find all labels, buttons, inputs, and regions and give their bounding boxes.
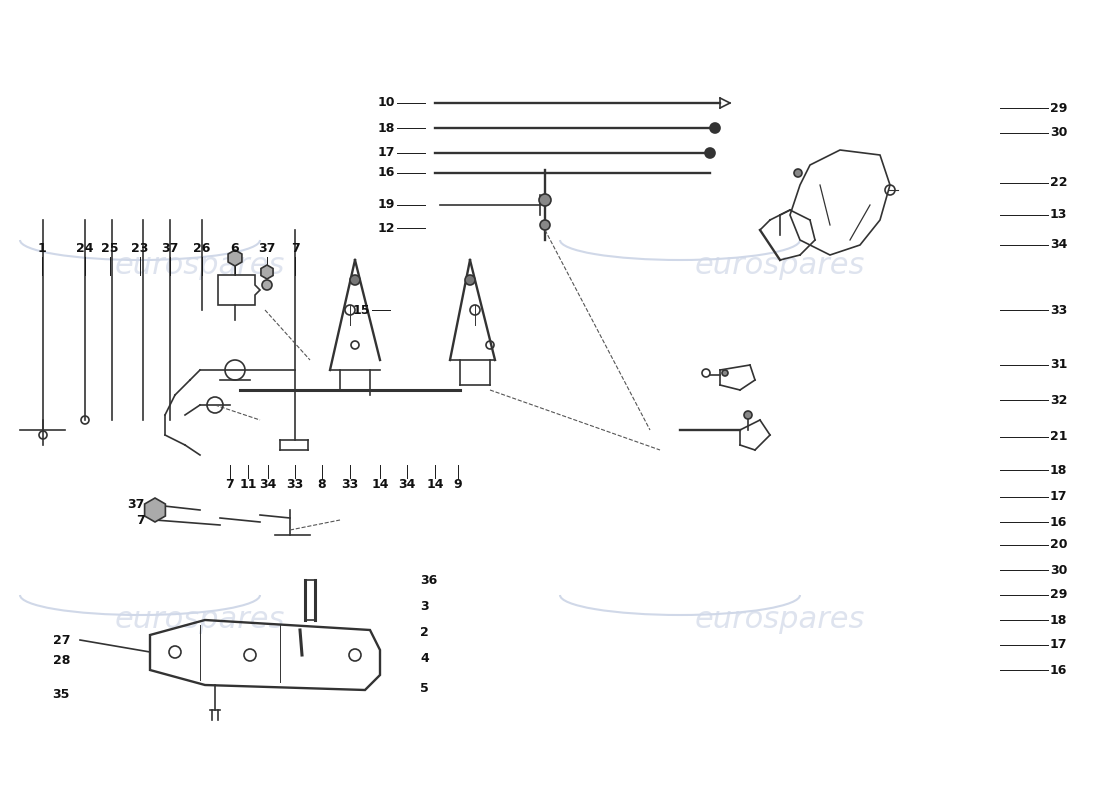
Text: 10: 10 xyxy=(377,97,395,110)
Text: 12: 12 xyxy=(377,222,395,234)
Circle shape xyxy=(710,123,720,133)
Text: 27: 27 xyxy=(53,634,70,646)
Text: 33: 33 xyxy=(1050,303,1067,317)
Circle shape xyxy=(794,169,802,177)
Text: eurospares: eurospares xyxy=(114,606,285,634)
Circle shape xyxy=(744,411,752,419)
Text: 7: 7 xyxy=(290,242,299,255)
Text: 35: 35 xyxy=(53,689,70,702)
Text: 18: 18 xyxy=(1050,614,1067,626)
Text: 17: 17 xyxy=(1050,638,1067,651)
Text: 23: 23 xyxy=(131,242,149,255)
Text: 33: 33 xyxy=(286,478,304,491)
Text: 16: 16 xyxy=(1050,663,1067,677)
Text: 14: 14 xyxy=(427,478,443,491)
Text: 33: 33 xyxy=(341,478,359,491)
Text: eurospares: eurospares xyxy=(114,250,285,279)
Circle shape xyxy=(262,280,272,290)
Text: 18: 18 xyxy=(1050,463,1067,477)
Text: 31: 31 xyxy=(1050,358,1067,371)
Circle shape xyxy=(465,275,475,285)
Text: 17: 17 xyxy=(1050,490,1067,503)
Text: 9: 9 xyxy=(453,478,462,491)
Text: 24: 24 xyxy=(76,242,94,255)
Text: 34: 34 xyxy=(1050,238,1067,251)
Text: 28: 28 xyxy=(53,654,70,666)
Text: 14: 14 xyxy=(372,478,388,491)
Text: 8: 8 xyxy=(318,478,327,491)
Text: 3: 3 xyxy=(420,601,429,614)
Text: 37: 37 xyxy=(162,242,178,255)
Text: eurospares: eurospares xyxy=(695,250,866,279)
Text: 16: 16 xyxy=(1050,515,1067,529)
Text: 16: 16 xyxy=(377,166,395,179)
Text: 17: 17 xyxy=(377,146,395,159)
Text: 15: 15 xyxy=(352,303,370,317)
Text: 34: 34 xyxy=(398,478,416,491)
Text: 25: 25 xyxy=(101,242,119,255)
Text: 4: 4 xyxy=(420,651,429,665)
Circle shape xyxy=(539,194,551,206)
Text: 22: 22 xyxy=(1050,177,1067,190)
Text: 32: 32 xyxy=(1050,394,1067,406)
Text: 29: 29 xyxy=(1050,102,1067,114)
Text: 11: 11 xyxy=(240,478,256,491)
Text: 21: 21 xyxy=(1050,430,1067,443)
Text: 36: 36 xyxy=(420,574,438,586)
Text: 20: 20 xyxy=(1050,538,1067,551)
Text: 7: 7 xyxy=(136,514,145,526)
Polygon shape xyxy=(261,265,273,279)
Text: 6: 6 xyxy=(231,242,240,255)
Text: 5: 5 xyxy=(420,682,429,694)
Text: 30: 30 xyxy=(1050,563,1067,577)
Circle shape xyxy=(705,148,715,158)
Text: 30: 30 xyxy=(1050,126,1067,139)
Text: 7: 7 xyxy=(226,478,234,491)
Text: 37: 37 xyxy=(258,242,276,255)
Polygon shape xyxy=(228,250,242,266)
Text: 2: 2 xyxy=(420,626,429,638)
Text: eurospares: eurospares xyxy=(695,606,866,634)
Polygon shape xyxy=(144,498,165,522)
Circle shape xyxy=(540,220,550,230)
Circle shape xyxy=(722,370,728,376)
Text: 37: 37 xyxy=(128,498,145,511)
Text: 34: 34 xyxy=(260,478,277,491)
Circle shape xyxy=(350,275,360,285)
Text: 29: 29 xyxy=(1050,589,1067,602)
Text: 18: 18 xyxy=(377,122,395,134)
Text: 1: 1 xyxy=(37,242,46,255)
Text: 13: 13 xyxy=(1050,209,1067,222)
Text: 19: 19 xyxy=(377,198,395,211)
Text: 26: 26 xyxy=(194,242,211,255)
